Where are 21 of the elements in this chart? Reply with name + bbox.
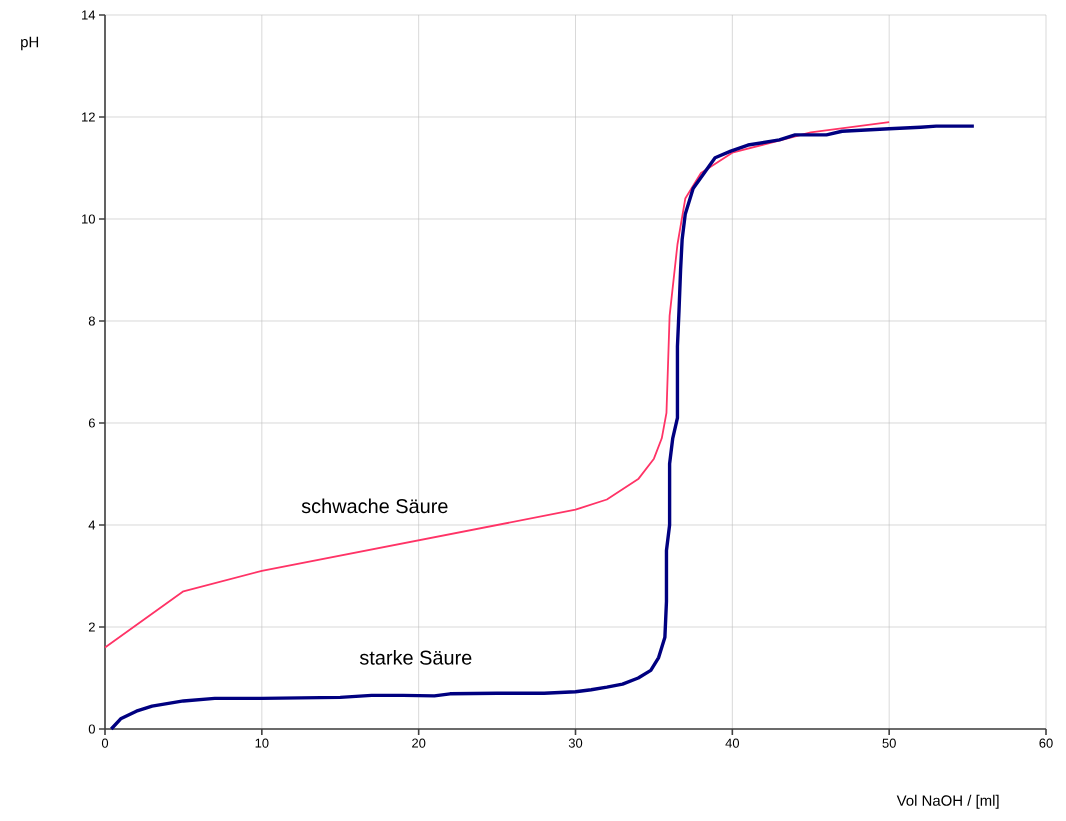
x-tick-label: 30 (568, 738, 583, 748)
y-axis-title: pH (21, 36, 39, 51)
y-tick-label: 14 (82, 10, 96, 20)
x-tick-label: 20 (412, 738, 426, 748)
y-tick-label: 10 (82, 214, 95, 224)
y-tick-label: 2 (88, 622, 95, 632)
y-tick-label: 8 (88, 316, 95, 326)
x-tick-label: 0 (101, 738, 109, 748)
y-tick-label: 12 (82, 112, 95, 122)
y-tick-label: 0 (88, 724, 95, 734)
series-label: starke Säure (359, 650, 472, 665)
y-tick-label: 6 (88, 418, 95, 428)
line-series (104, 121, 891, 649)
x-tick-label: 60 (1039, 738, 1053, 748)
line-series (109, 124, 976, 731)
x-axis-title: Vol NaOH / [ml] (896, 794, 999, 809)
x-tick-label: 10 (255, 738, 269, 748)
y-tick-label: 4 (88, 520, 96, 530)
x-tick-label: 40 (725, 738, 740, 748)
series-label: schwache Säure (301, 498, 448, 514)
x-tick-label: 50 (882, 738, 896, 748)
